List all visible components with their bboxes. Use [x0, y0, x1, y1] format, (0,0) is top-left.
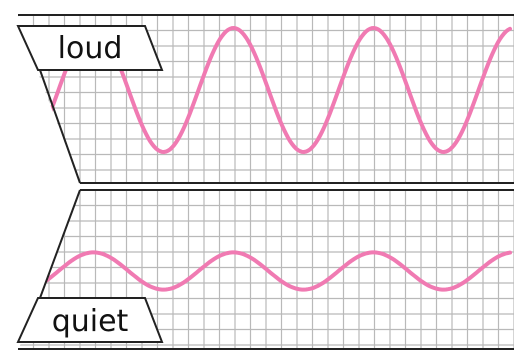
quiet-label: quiet: [52, 304, 129, 339]
quiet-panel: quiet: [16, 189, 514, 350]
loud-panel: loud: [16, 14, 514, 184]
quiet-label-tag: [16, 297, 164, 343]
quiet-wave: [18, 250, 512, 292]
loud-label-tag: [16, 25, 164, 71]
loud-panel-slant-border: [39, 69, 81, 184]
loud-label: loud: [58, 31, 123, 66]
quiet-panel-slant-border: [39, 189, 81, 299]
